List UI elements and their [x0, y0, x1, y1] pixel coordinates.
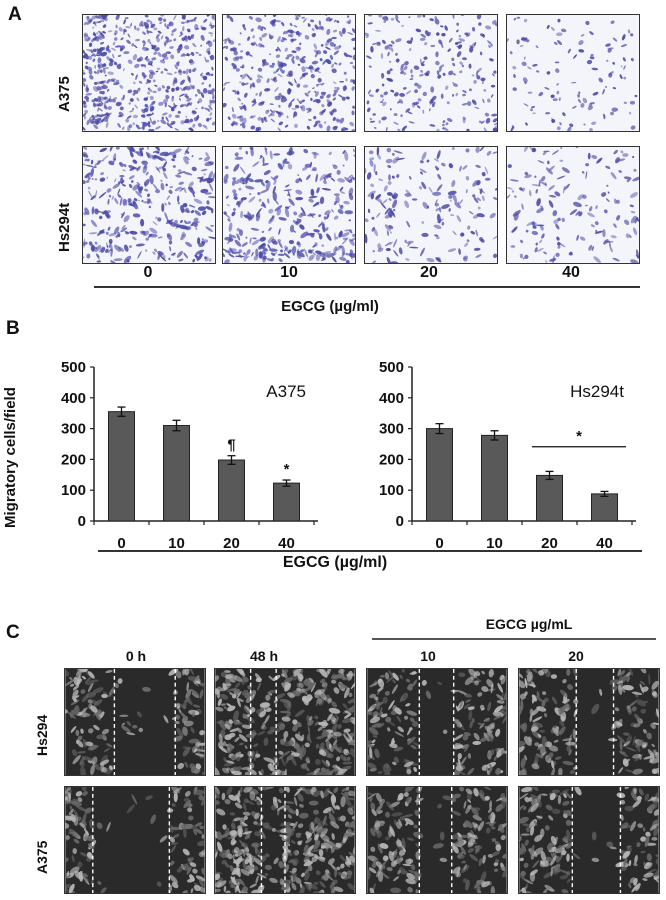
bar-0	[108, 411, 135, 522]
migration-image-hs294t-20	[364, 146, 498, 264]
col-label-0h: 0 h	[125, 648, 147, 664]
x-tick-label-40: 40	[596, 535, 613, 552]
x-tick-label-0: 0	[117, 535, 125, 552]
x-tick-label-20: 20	[223, 535, 240, 552]
col-label-20: 20	[568, 648, 584, 664]
wound-image-hs294-48h	[214, 668, 356, 776]
panel-c-label: C	[6, 622, 20, 643]
conc-label-40: 40	[562, 264, 580, 281]
y-tick-label: 500	[61, 359, 86, 376]
treatment-header: EGCG µg/mL	[485, 616, 573, 632]
panel-b-xlabel: EGCG (µg/ml)	[282, 554, 388, 571]
wound-image-a375-48h	[214, 786, 356, 894]
migration-image-hs294t-40	[506, 146, 640, 264]
bar-20	[536, 474, 563, 522]
conc-label-20: 20	[420, 264, 438, 281]
x-tick-label-40: 40	[278, 535, 295, 552]
panel-b-axis-line	[98, 550, 642, 552]
bar-20	[218, 459, 245, 522]
row-label-hs294: Hs294	[34, 714, 50, 756]
y-tick-label: 400	[379, 390, 404, 407]
row-label-a375-c: A375	[34, 840, 50, 874]
y-tick-label: 100	[379, 482, 404, 499]
migration-image-hs294t-10	[222, 146, 356, 264]
chart-a375: 0 100 200 300 400 500 0 10 20 ¶ 40 * A375	[61, 359, 318, 552]
bar-40	[273, 482, 300, 522]
y-tick-label: 200	[379, 451, 404, 468]
col-label-10: 10	[420, 648, 436, 664]
significance-mark: ¶	[227, 437, 235, 454]
x-tick-label-10: 10	[486, 535, 503, 552]
y-tick-label: 0	[396, 513, 404, 530]
y-tick-label: 400	[61, 390, 86, 407]
bar-0	[426, 428, 453, 522]
conc-label-10: 10	[280, 264, 298, 281]
x-tick-label-10: 10	[168, 535, 185, 552]
chart-title-hs294t: Hs294t	[570, 382, 624, 401]
y-tick-label: 300	[61, 421, 86, 438]
panel-a-label: A	[8, 4, 22, 25]
y-tick-label: 0	[78, 513, 86, 530]
wound-image-hs294-0h	[64, 668, 206, 776]
bar-10	[481, 434, 508, 522]
migration-image-a375-40	[506, 14, 640, 132]
y-tick-label: 200	[61, 451, 86, 468]
migration-image-a375-0	[82, 14, 216, 132]
wound-image-hs294-10	[366, 668, 508, 776]
wound-image-a375-0h	[64, 786, 206, 894]
col-label-48h: 48 h	[249, 648, 278, 664]
bar-10	[163, 425, 190, 522]
y-tick-label: 500	[379, 359, 404, 376]
migration-image-a375-10	[222, 14, 356, 132]
chart-title-a375: A375	[266, 382, 306, 401]
x-tick-label-20: 20	[541, 535, 558, 552]
y-tick-label: 300	[379, 421, 404, 438]
wound-image-a375-10	[366, 786, 508, 894]
row-label-hs294t: Hs294t	[56, 202, 73, 252]
panel-b-label: B	[6, 318, 20, 339]
wound-image-hs294-20	[518, 668, 660, 776]
conc-label-0: 0	[143, 264, 153, 281]
x-tick-label-0: 0	[435, 535, 443, 552]
chart-hs294t: 0 100 200 300 400 500 0 10 20 40 * Hs294t	[379, 359, 636, 552]
panel-a-axis-line	[94, 286, 640, 288]
wound-image-a375-20	[518, 786, 660, 894]
bar-40	[591, 493, 618, 522]
treatment-header-line	[372, 638, 656, 640]
significance-mark: *	[284, 461, 290, 478]
y-tick-label: 100	[61, 482, 86, 499]
significance-mark: *	[576, 428, 582, 445]
row-label-a375: A375	[56, 76, 73, 112]
panel-a-xlabel: EGCG (µg/ml)	[281, 298, 379, 315]
migration-image-hs294t-0	[82, 146, 216, 264]
migration-image-a375-20	[364, 14, 498, 132]
